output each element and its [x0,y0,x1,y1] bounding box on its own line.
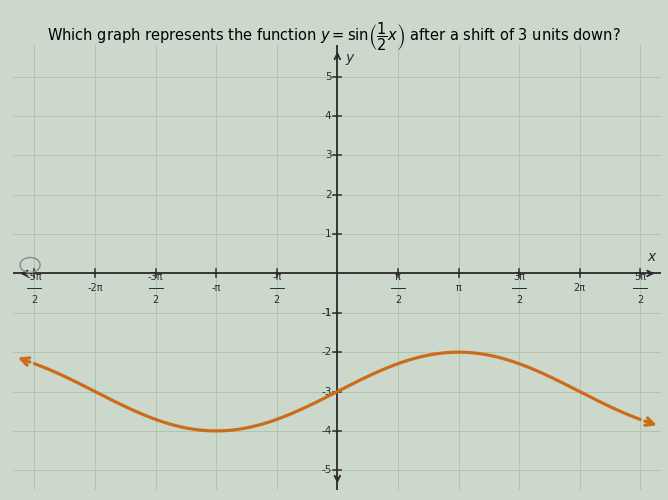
Text: -π: -π [212,284,221,294]
Text: 1: 1 [325,229,331,239]
Text: 2: 2 [395,295,401,305]
Text: 2: 2 [637,295,643,305]
Text: 2: 2 [274,295,280,305]
Text: 4: 4 [325,111,331,121]
Text: y: y [346,51,354,65]
Text: π: π [395,272,401,282]
Text: -3π: -3π [148,272,164,282]
Text: -2π: -2π [88,284,103,294]
Text: -3: -3 [321,386,331,396]
Text: 2: 2 [325,190,331,200]
Text: 3: 3 [325,150,331,160]
Text: -2: -2 [321,347,331,357]
Text: -5: -5 [321,466,331,475]
Text: x: x [647,250,656,264]
Text: 2: 2 [152,295,159,305]
Text: π: π [456,284,462,294]
Text: 2π: 2π [574,284,586,294]
Text: -π: -π [272,272,281,282]
Text: 5: 5 [325,72,331,82]
Text: 5π: 5π [634,272,647,282]
Text: Which graph represents the function $y = \sin\!\left(\dfrac{1}{2}x\right)$ after: Which graph represents the function $y =… [47,20,621,52]
Text: 2: 2 [516,295,522,305]
Text: -1: -1 [321,308,331,318]
Text: 2: 2 [31,295,37,305]
Text: -4: -4 [321,426,331,436]
Text: -1: -1 [321,308,331,318]
Text: 3π: 3π [513,272,525,282]
Text: -5π: -5π [27,272,42,282]
